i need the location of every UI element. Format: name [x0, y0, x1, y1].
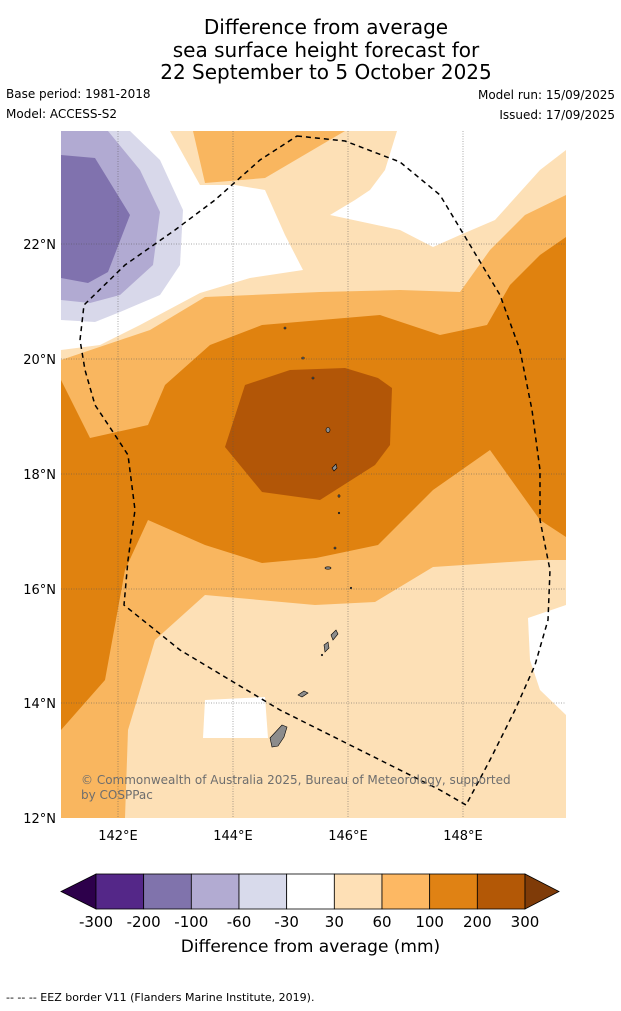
colorbar-swatch: [238, 873, 288, 910]
positive-200-300-region: [225, 368, 392, 500]
colorbar-extend-low: [60, 873, 97, 910]
eez-border: [79, 135, 551, 807]
lon-label-142e: 142°E: [98, 829, 138, 844]
map-grid: [61, 131, 566, 818]
colorbar-tick-label: -300: [79, 913, 113, 930]
colorbar-tick-label: -200: [127, 913, 161, 930]
lat-label-18n: 18°N: [23, 468, 56, 483]
lat-label-14n: 14°N: [23, 697, 56, 712]
lat-label-22n: 22°N: [23, 238, 56, 253]
copyright-line-1: © Commonwealth of Australia 2025, Bureau…: [81, 773, 511, 787]
colorbar-tick-label: 200: [463, 913, 492, 930]
issued-date: Issued: 17/09/2025: [499, 108, 615, 122]
map-area: [61, 131, 566, 818]
colorbar-swatch: [190, 873, 240, 910]
model-name: Model: ACCESS-S2: [6, 107, 118, 121]
chart-title: Difference from average sea surface heig…: [0, 16, 621, 84]
longitude-labels: 142°E 144°E 146°E 148°E: [98, 829, 483, 844]
colorbar-swatch: [286, 873, 335, 910]
colorbar: -300 -200 -100 -60 -30 30 60 100 200 300: [60, 873, 560, 930]
title-line-3: 22 September to 5 October 2025: [160, 60, 492, 84]
latitude-labels: 22°N 20°N 18°N 16°N 14°N 12°N: [23, 238, 56, 827]
colorbar-label: Difference from average (mm): [180, 937, 441, 957]
neutral-region-south: [203, 697, 268, 738]
neutral-region-northeast: [330, 131, 566, 247]
colorbar-tick-label: 100: [415, 913, 444, 930]
colorbar-swatch: [476, 873, 526, 910]
lat-label-16n: 16°N: [23, 583, 56, 598]
colorbar-tick-label: -100: [174, 913, 208, 930]
colorbar-tick-label: 300: [511, 913, 540, 930]
copyright-notice: © Commonwealth of Australia 2025, Bureau…: [81, 773, 511, 802]
colorbar-tick-label: -60: [227, 913, 252, 930]
colorbar-swatch: [143, 873, 192, 910]
base-period: Base period: 1981-2018: [6, 87, 151, 101]
colorbar-tick-label: 60: [372, 913, 391, 930]
negative-100-200-region: [61, 155, 130, 283]
map-figure: 22°N 20°N 18°N 16°N 14°N 12°N 142°E 144°…: [23, 131, 566, 930]
eez-legend-note: -- -- -- EEZ border V11 (Flanders Marine…: [6, 991, 315, 1004]
colorbar-tick-label: -30: [274, 913, 299, 930]
lon-label-144e: 144°E: [213, 829, 253, 844]
model-run: Model run: 15/09/2025: [477, 88, 615, 102]
positive-60-100-north: [193, 131, 345, 183]
title-line-1: Difference from average: [203, 15, 449, 39]
colorbar-tick-label: 30: [325, 913, 344, 930]
colorbar-extend-high: [524, 873, 560, 910]
copyright-line-2: by COSPPac: [81, 788, 153, 802]
colorbar-swatch: [333, 873, 383, 910]
colorbar-swatch: [381, 873, 431, 910]
lon-label-148e: 148°E: [443, 829, 483, 844]
lat-label-20n: 20°N: [23, 353, 56, 368]
colorbar-swatch: [429, 873, 478, 910]
neutral-region-east: [528, 605, 566, 715]
colorbar-swatch: [95, 873, 145, 910]
lon-label-146e: 146°E: [328, 829, 368, 844]
islands: [269, 326, 353, 748]
title-line-2: sea surface height forecast for: [172, 37, 480, 62]
lat-label-12n: 12°N: [23, 812, 56, 827]
